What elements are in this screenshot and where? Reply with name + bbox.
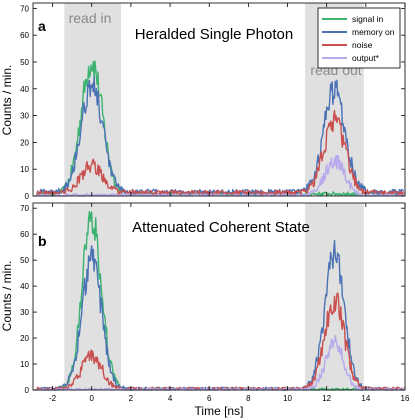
x-tick-label: -2: [49, 394, 57, 403]
panel-a-ylabel: Counts / min.: [0, 65, 14, 136]
x-tick-label: 2: [129, 394, 134, 403]
panel-b-y-tick-label: 30: [20, 308, 29, 317]
panel-b-plot-frame: [32, 202, 406, 391]
panel-a-y-tick-label: 0: [25, 192, 30, 201]
x-tick-label: 12: [322, 394, 331, 403]
panel-a-series-output: [36, 154, 405, 197]
x-tick-label: 14: [361, 394, 370, 403]
panel-b-ylabel: Counts / min.: [0, 261, 14, 332]
panel-b-y-tick-label: 20: [20, 334, 29, 343]
x-axis-label: Time [ns]: [195, 404, 244, 418]
panel-b: -2 0 2 4 6 8 10 12 14 16 0 10 20 30 40 50 60 70 b Attenu…: [0, 202, 410, 418]
x-tick-label: 6: [207, 394, 212, 403]
legend-label-output: output*: [352, 53, 380, 63]
panel-a-y-tick-label: 70: [20, 4, 29, 13]
x-tick-label: 16: [401, 394, 410, 403]
legend-label-noise: noise: [352, 40, 373, 50]
x-tick-label: 8: [246, 394, 251, 403]
panel-b-y-tick-label: 10: [20, 360, 29, 369]
panel-a-plot-frame: [32, 2, 406, 197]
panel-a-y-tick-label: 60: [20, 31, 29, 40]
panel-a-y-tick-label: 50: [20, 58, 29, 67]
legend: signal in memory on noise output*: [317, 7, 401, 69]
panel-a-y-tick-label: 10: [20, 165, 29, 174]
x-tick-label: 4: [168, 394, 173, 403]
x-tick-label: 0: [90, 394, 95, 403]
panel-b-y-tick-label: 0: [25, 386, 30, 395]
legend-label-signal-in: signal in: [352, 14, 383, 24]
panel-b-label: b: [38, 233, 47, 249]
panel-b-shaded-region-1: [64, 203, 122, 390]
panel-a-y-tick-label: 30: [20, 112, 29, 121]
panel-a-y-tick-label: 20: [20, 138, 29, 147]
panel-b-y-tick-label: 50: [20, 256, 29, 265]
panel-b-y-tick-label: 40: [20, 282, 29, 291]
panel-a-series-noise: [36, 109, 405, 196]
panel-b-y-tick-label: 60: [20, 230, 29, 239]
legend-label-memory-on: memory on: [352, 27, 395, 37]
panel-b-title: Attenuated Coherent State: [132, 219, 310, 236]
panel-a-label: a: [38, 18, 46, 34]
x-tick-label: 10: [283, 394, 292, 403]
shade-label-read-in: read in: [69, 10, 112, 26]
panel-a: 0 10 20 30 40 50 60 70 a Heralded Single Photon…: [0, 2, 406, 201]
panel-a-title: Heralded Single Photon: [135, 26, 293, 43]
panel-a-shaded-region-1: [64, 3, 122, 196]
panel-b-y-tick-label: 70: [20, 204, 29, 213]
panel-a-y-tick-label: 40: [20, 85, 29, 94]
